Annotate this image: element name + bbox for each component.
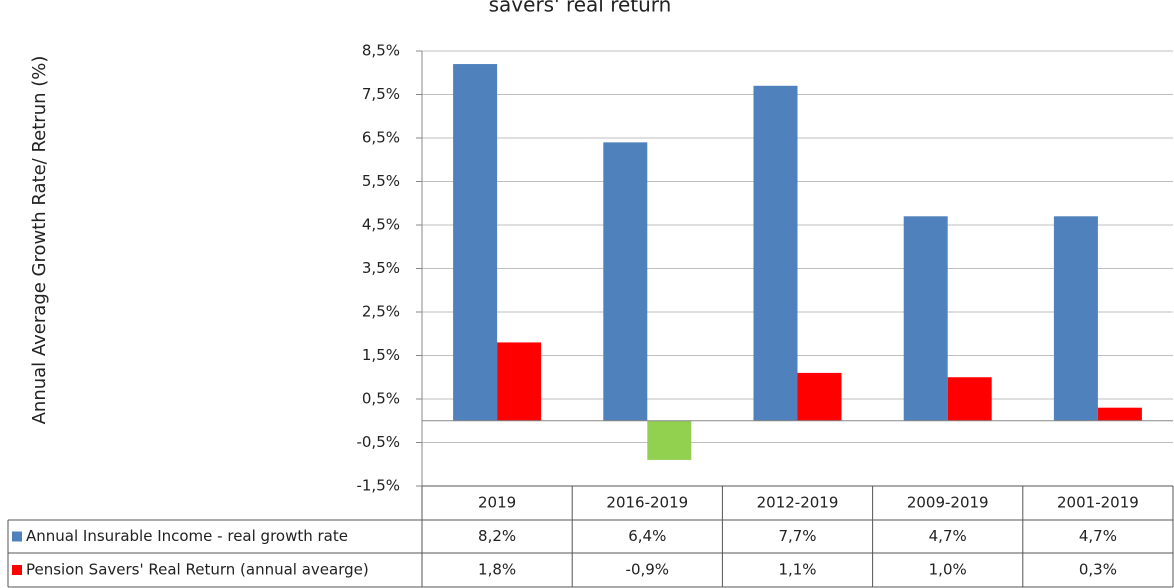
legend-swatch [12, 531, 22, 542]
legend-swatch [12, 565, 22, 575]
bar [903, 216, 948, 421]
x-tick-label: 2009-2019 [907, 494, 989, 512]
data-label: 4,7% [929, 527, 967, 545]
data-label: 4,7% [1079, 527, 1117, 545]
data-label: -0,9% [626, 561, 670, 579]
y-tick-label: -0,5% [356, 433, 400, 451]
bar [497, 342, 542, 421]
y-axis-label: Annual Average Growth Rate/ Retrun (%) [29, 56, 50, 425]
y-tick-label: -1,5% [356, 477, 400, 495]
data-label: 0,3% [1079, 561, 1117, 579]
bar [603, 142, 648, 421]
chart-title: savers' real return [489, 0, 672, 17]
data-label: 8,2% [478, 527, 516, 545]
y-tick-label: 8,5% [362, 42, 400, 60]
legend-label: Annual Insurable Income - real growth ra… [26, 527, 348, 545]
legend-label: Pension Savers' Real Return (annual avea… [26, 561, 369, 579]
x-tick-label: 2001-2019 [1057, 494, 1139, 512]
y-tick-label: 1,5% [362, 346, 400, 364]
bar [647, 420, 692, 460]
bar [797, 372, 842, 421]
y-tick-label: 2,5% [362, 303, 400, 321]
y-tick-label: 3,5% [362, 259, 400, 277]
bar [947, 377, 992, 421]
data-label: 7,7% [778, 527, 816, 545]
bar [1053, 216, 1098, 421]
data-label: 1,1% [778, 561, 816, 579]
y-tick-label: 5,5% [362, 172, 400, 190]
data-label: 1,8% [478, 561, 516, 579]
x-tick-label: 2019 [478, 494, 516, 512]
bar [1097, 407, 1142, 421]
y-tick-label: 6,5% [362, 129, 400, 147]
y-tick-label: 7,5% [362, 85, 400, 103]
data-label: 6,4% [628, 527, 666, 545]
y-tick-label: 0,5% [362, 390, 400, 408]
data-label: 1,0% [929, 561, 967, 579]
x-tick-label: 2012-2019 [757, 494, 839, 512]
x-tick-label: 2016-2019 [606, 494, 688, 512]
bar [453, 64, 498, 421]
bar [753, 85, 798, 421]
y-tick-label: 4,5% [362, 216, 400, 234]
